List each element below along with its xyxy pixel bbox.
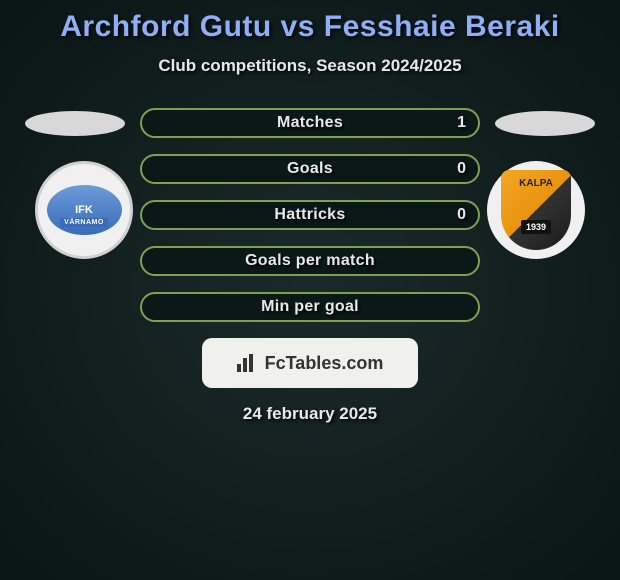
club-badge-right-shield: KALPA 1939 (501, 170, 571, 250)
club-badge-left-text: IFK (75, 204, 93, 216)
stat-label: Hattricks (274, 206, 345, 224)
stat-row-goals-per-match: Goals per match (140, 246, 480, 276)
club-badge-left: IFK VÄRNAMO (35, 161, 133, 259)
stat-value-right: 0 (457, 160, 466, 178)
stat-row-min-per-goal: Min per goal (140, 292, 480, 322)
club-badge-left-inner: IFK VÄRNAMO (47, 185, 122, 235)
stat-row-matches: Matches 1 (140, 108, 480, 138)
club-badge-right: KALPA 1939 (487, 161, 585, 259)
player-avatar-left (25, 111, 125, 136)
club-badge-left-subtext: VÄRNAMO (60, 218, 108, 227)
stat-label: Goals per match (245, 252, 375, 270)
stat-value-right: 0 (457, 206, 466, 224)
comparison-card: Archford Gutu vs Fesshaie Beraki Club co… (0, 0, 620, 434)
stats-rows: Matches 1 Goals 0 Hattricks 0 Goals per … (140, 106, 480, 322)
date-text: 24 february 2025 (15, 404, 605, 424)
stat-label: Goals (287, 160, 333, 178)
comparison-title: Archford Gutu vs Fesshaie Beraki (15, 10, 605, 44)
club-badge-right-year: 1939 (521, 220, 551, 234)
stat-row-goals: Goals 0 (140, 154, 480, 184)
bar-chart-icon (237, 354, 259, 372)
stat-label: Matches (277, 114, 343, 132)
club-badge-right-text: KALPA (519, 178, 553, 189)
stat-label: Min per goal (261, 298, 359, 316)
season-subtitle: Club competitions, Season 2024/2025 (15, 56, 605, 76)
stat-row-hattricks: Hattricks 0 (140, 200, 480, 230)
player-avatar-right (495, 111, 595, 136)
stats-area: IFK VÄRNAMO KALPA 1939 Matches 1 Goals 0… (15, 106, 605, 424)
brand-box[interactable]: FcTables.com (202, 338, 418, 388)
brand-text: FcTables.com (265, 353, 384, 374)
stat-value-right: 1 (457, 114, 466, 132)
